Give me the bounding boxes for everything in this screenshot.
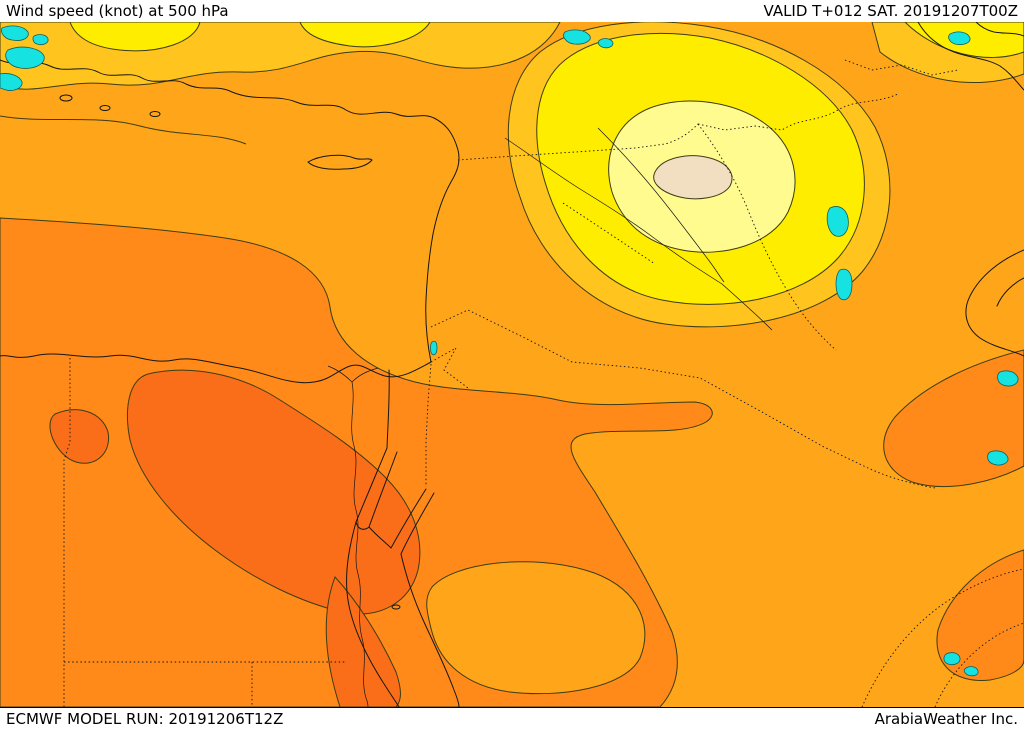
map-header: Wind speed (knot) at 500 hPa VALID T+012… (0, 0, 1024, 22)
rivers (327, 127, 773, 707)
water-bodies (0, 25, 1019, 677)
map-footer: ECMWF MODEL RUN: 20191206T12Z ArabiaWeat… (0, 707, 1024, 729)
provider-label: ArabiaWeather Inc. (874, 709, 1018, 728)
band-cream-minimum (653, 155, 733, 200)
valid-time-label: VALID T+012 SAT. 20191207T00Z (763, 2, 1018, 20)
country-borders (63, 59, 1024, 707)
model-run-label: ECMWF MODEL RUN: 20191206T12Z (6, 709, 284, 728)
wind-map-canvas (0, 22, 1024, 707)
band-inner-pocket (426, 561, 646, 695)
band-strongest-orange (49, 369, 421, 707)
page-title: Wind speed (knot) at 500 hPa (6, 2, 229, 20)
wind-map (0, 22, 1024, 707)
coastlines (0, 22, 1024, 707)
extra-contours (0, 115, 247, 145)
